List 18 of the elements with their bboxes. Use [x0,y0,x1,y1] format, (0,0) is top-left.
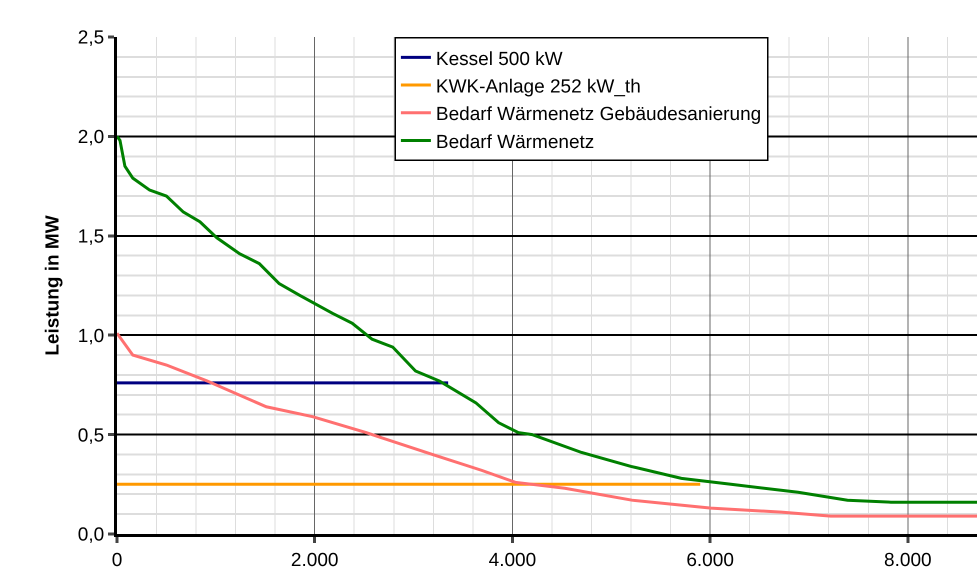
y-tick-label: 0,0 [78,524,104,546]
x-tick-label: 0 [112,550,122,571]
y-tick-label: 2,0 [78,127,104,148]
legend-label: Bedarf Wärmenetz [436,132,594,153]
legend-label: Bedarf Wärmenetz Gebäudesanierung [436,104,762,126]
x-tick-label: 2.000 [290,550,338,571]
legend-label: Kessel 500 kW [436,48,563,70]
y-tick-label: 1,0 [78,326,104,347]
line-series [117,134,977,504]
line-series [117,332,977,518]
x-tick-label: 4.000 [488,550,536,571]
x-tick-label: 6.000 [686,550,734,571]
y-tick-label: 2,5 [78,28,104,49]
y-tick-label: 0,5 [78,425,104,446]
y-tick-label: 1,5 [78,226,104,248]
x-tick-label: 8.000 [884,550,932,571]
y-axis-title: Leistung in MW [42,215,64,356]
legend-label: KWK-Anlage 252 kW_th [436,76,641,98]
